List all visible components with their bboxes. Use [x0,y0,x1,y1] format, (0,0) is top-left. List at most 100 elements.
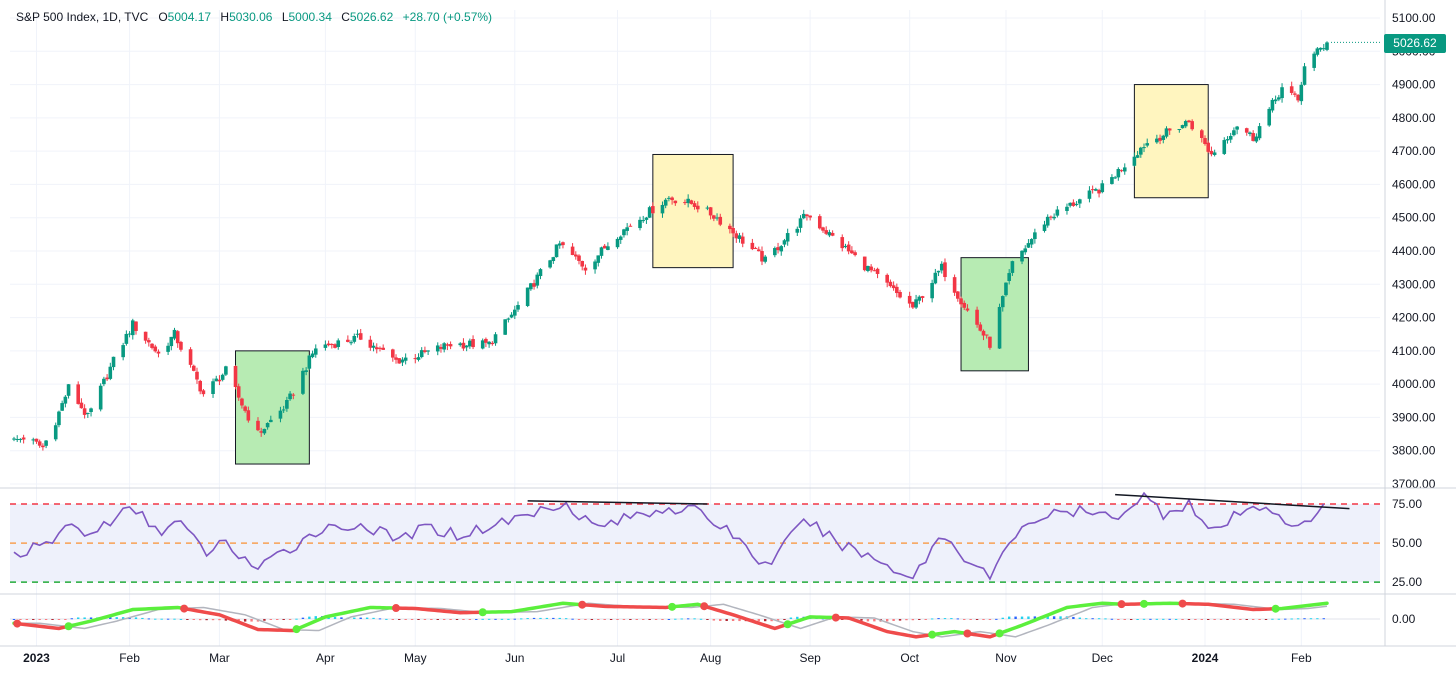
candle-body [246,410,251,421]
candle-body [683,202,687,204]
price-tick-label: 4400.00 [1392,244,1436,258]
candle-body [978,324,983,331]
osc-cross-dot [928,630,937,639]
candle-body [1094,189,1098,191]
candle-body [381,347,385,350]
candle-body [1273,99,1278,102]
candle-body [618,236,623,240]
candle-body [423,350,427,352]
time-tick-label: 2023 [23,651,50,665]
osc-wave-up-segment [785,615,838,626]
candle-body [561,242,565,246]
osc-wave-down-segment [394,606,485,615]
candle-body [1033,232,1037,240]
candle-body [1177,128,1182,130]
osc-histogram-bar [1117,619,1120,620]
candle-body [439,347,443,349]
candle-body [291,394,296,396]
osc-histogram-bar [1091,618,1094,620]
price-tick-label: 4500.00 [1392,211,1436,225]
candle-body [1187,120,1191,123]
candle-body [44,440,48,446]
candle-body [503,319,507,335]
osc-histogram-bar [635,619,638,620]
osc-histogram-bar [1258,619,1261,620]
candle-body [378,347,382,349]
candle-body [484,338,488,343]
green-highlight-box [960,257,1029,372]
candle-body [943,262,947,278]
candle-body [1023,248,1028,253]
candle-body [41,445,45,448]
osc-histogram-bar [481,618,484,620]
osc-histogram-bar [982,619,985,621]
osc-histogram-bar [1097,618,1101,620]
candle-body [102,378,106,385]
candle-body [1280,87,1284,99]
candle-body [606,246,610,250]
osc-histogram-bar [1284,618,1287,620]
osc-histogram-bar [417,619,420,620]
candle-body [63,396,68,404]
osc-cross-dot [995,629,1004,638]
candle-body [1087,190,1092,199]
osc-histogram-bar [166,618,170,620]
osc-histogram-bar [1251,619,1255,620]
candle-body [352,335,357,342]
candle-body [493,334,498,344]
candle-body [715,217,719,219]
candle-body [426,350,430,352]
candle-body [1312,53,1316,68]
osc-histogram-bar [179,618,183,620]
price-tick-label: 4700.00 [1392,144,1436,158]
candle-body [763,256,768,262]
symbol-label: S&P 500 Index, 1D, TVC [16,10,149,24]
osc-histogram-bar [269,619,273,620]
candle-body [487,341,491,345]
candle-body [57,411,61,426]
candle-body [1248,132,1252,135]
candle-body [188,349,193,365]
osc-histogram-bar [1277,618,1281,620]
candle-body [898,291,902,298]
candle-body [79,402,84,409]
osc-histogram-bar [1123,619,1126,620]
candle-body [952,277,957,293]
candle-body [911,302,915,308]
candle-body [554,244,559,258]
candle-body [638,219,642,229]
osc-histogram-bar [943,618,947,620]
candle-body [400,359,405,363]
candle-body [891,285,896,289]
osc-histogram-bar [410,619,414,620]
osc-histogram-bar [487,618,491,620]
osc-histogram-bar [988,619,992,621]
osc-wave-down-segment [182,606,299,633]
candle-body [737,235,742,239]
candle-body [513,309,517,316]
osc-cross-dot [1178,599,1187,608]
candle-body [1321,48,1326,50]
candle-body [1254,136,1259,142]
candle-body [1155,138,1159,143]
candle-body [53,425,58,440]
osc-histogram-bar [597,619,600,620]
candle-body [1045,216,1050,226]
osc-histogram-bar [764,619,767,622]
osc-histogram-bar [1168,618,1171,620]
osc-histogram-bar [301,617,305,619]
osc-histogram-bar [1046,616,1049,619]
osc-histogram-bar [134,617,138,619]
candle-body [413,358,418,360]
osc-histogram-bar [1207,619,1210,620]
osc-histogram-bar [308,616,311,619]
osc-histogram-bar [89,617,93,619]
osc-histogram-bar [860,619,863,621]
osc-wave-up-segment [66,605,186,628]
candle-body [843,245,848,248]
candle-body [808,215,812,218]
osc-cross-dot [668,602,677,611]
candle-body [236,386,241,398]
candle-body [580,260,585,267]
